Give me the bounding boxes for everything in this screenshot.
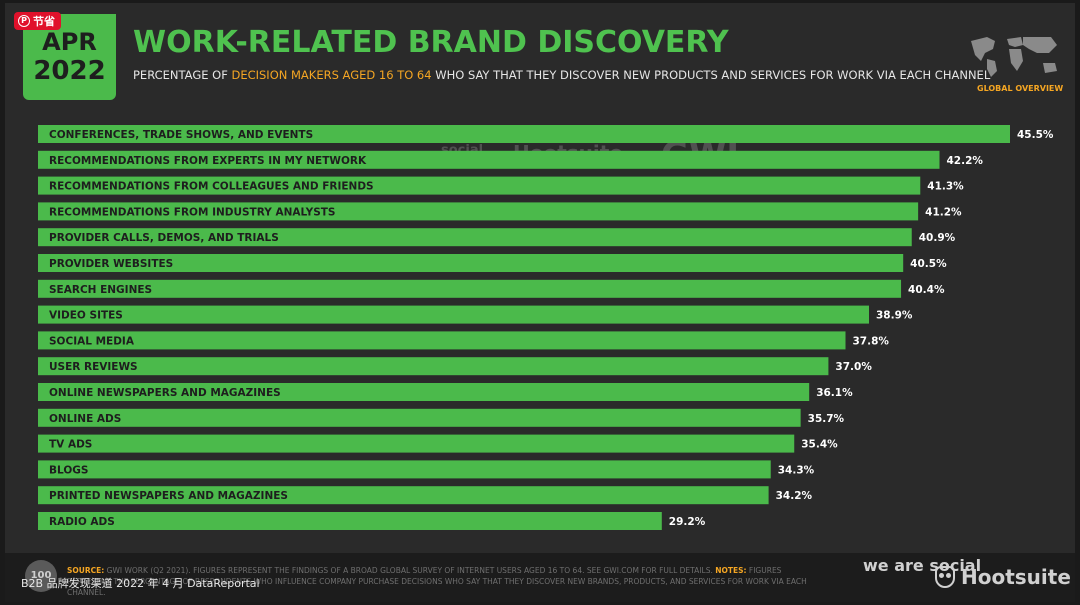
bar-row: SEARCH ENGINES 40.4% <box>38 279 945 298</box>
page-number: 100 <box>25 560 57 592</box>
hootsuite-logo-text: Hootsuite <box>961 565 1071 589</box>
bar-row: USER REVIEWS 37.0% <box>38 357 872 376</box>
subtitle-post: WHO SAY THAT THEY DISCOVER NEW PRODUCTS … <box>431 68 991 82</box>
bar-category-label: PROVIDER WEBSITES <box>49 258 173 270</box>
bar <box>38 279 902 298</box>
bar-value-label: 40.4% <box>908 284 945 296</box>
bar-row: VIDEO SITES 38.9% <box>38 305 913 324</box>
bar-category-label: RECOMMENDATIONS FROM COLLEAGUES AND FRIE… <box>49 181 374 193</box>
bar <box>38 150 940 169</box>
subtitle-highlight: DECISION MAKERS AGED 16 TO 64 <box>231 68 432 82</box>
owl-icon <box>935 566 955 588</box>
bar-category-label: ONLINE ADS <box>49 413 121 425</box>
bar <box>38 434 795 453</box>
bar <box>38 408 801 427</box>
badge-year: 2022 <box>33 56 106 86</box>
bar-value-label: 34.3% <box>778 464 815 476</box>
global-overview-label: GLOBAL OVERVIEW <box>977 84 1064 93</box>
notes-body: FIGURES REPRESENT THE PERCENTAGE OF RESP… <box>67 566 807 597</box>
bar-category-label: RADIO ADS <box>49 516 115 528</box>
bar-value-label: 45.5% <box>1017 129 1054 141</box>
bar-row: BLOGS 34.3% <box>38 460 815 479</box>
bar-row: TV ADS 35.4% <box>38 434 838 453</box>
bar-value-label: 40.9% <box>919 232 956 244</box>
bar-category-label: PROVIDER CALLS, DEMOS, AND TRIALS <box>49 232 279 244</box>
date-badge: APR 2022 <box>23 14 116 100</box>
bar <box>38 125 1010 143</box>
bar <box>38 331 846 350</box>
bar <box>38 512 662 530</box>
caption: B2B 品牌发现渠道 2022 年 4 月 DataReportal <box>21 577 260 590</box>
slide: APR 2022 WORK-RELATED BRAND DISCOVERY PE… <box>5 3 1075 602</box>
notes-key: NOTES: <box>715 566 747 575</box>
bar-value-label: 42.2% <box>947 155 984 167</box>
bar-row: PROVIDER CALLS, DEMOS, AND TRIALS 40.9% <box>38 228 956 247</box>
source-body: GWI WORK (Q2 2021). FIGURES REPRESENT TH… <box>104 566 716 575</box>
bar-value-label: 36.1% <box>816 387 853 399</box>
bar-category-label: SEARCH ENGINES <box>49 284 152 296</box>
subtitle: PERCENTAGE OF DECISION MAKERS AGED 16 TO… <box>133 68 990 82</box>
bar <box>38 176 921 195</box>
bar-value-label: 41.3% <box>927 181 964 193</box>
source-notes: SOURCE: GWI WORK (Q2 2021). FIGURES REPR… <box>67 565 827 598</box>
bar-value-label: 38.9% <box>876 310 913 322</box>
world-map-icon <box>971 37 1057 77</box>
bar-row: CONFERENCES, TRADE SHOWS, AND EVENTS 45.5… <box>38 125 1054 143</box>
bar-row: PROVIDER WEBSITES 40.5% <box>38 254 947 272</box>
bar-row: RECOMMENDATIONS FROM COLLEAGUES AND FRIE… <box>38 176 964 195</box>
bar-row: RECOMMENDATIONS FROM INDUSTRY ANALYSTS 41… <box>38 202 962 221</box>
bar-value-label: 41.2% <box>925 206 962 218</box>
bar <box>38 202 919 221</box>
bar-row: RECOMMENDATIONS FROM EXPERTS IN MY NETWO… <box>38 150 984 169</box>
bar <box>38 486 769 505</box>
bar <box>38 305 870 324</box>
bar-row: ONLINE ADS 35.7% <box>38 408 845 427</box>
bar-category-label: TV ADS <box>49 439 92 451</box>
bar <box>38 254 904 272</box>
bar-value-label: 34.2% <box>776 490 813 502</box>
footer: 100 SOURCE: GWI WORK (Q2 2021). FIGURES … <box>5 553 1075 602</box>
bar-category-label: VIDEO SITES <box>49 310 123 322</box>
bar-value-label: 40.5% <box>910 258 947 270</box>
bar-category-label: PRINTED NEWSPAPERS AND MAGAZINES <box>49 490 288 502</box>
page-title: WORK-RELATED BRAND DISCOVERY <box>133 25 729 60</box>
bar <box>38 228 912 247</box>
save-label: 节省 <box>33 15 55 28</box>
bar-category-label: BLOGS <box>49 464 88 476</box>
bar-category-label: USER REVIEWS <box>49 361 138 373</box>
pinterest-save-button[interactable]: P 节省 <box>14 12 61 30</box>
bar-category-label: SOCIAL MEDIA <box>49 335 135 347</box>
bar-row: ONLINE NEWSPAPERS AND MAGAZINES 36.1% <box>38 383 853 401</box>
bar-category-label: RECOMMENDATIONS FROM EXPERTS IN MY NETWO… <box>49 155 367 167</box>
bar-value-label: 35.4% <box>801 439 838 451</box>
bar-value-label: 37.8% <box>853 335 890 347</box>
bar-chart: CONFERENCES, TRADE SHOWS, AND EVENTS 45.5… <box>38 125 1054 530</box>
bar-value-label: 29.2% <box>669 516 706 528</box>
bar-row: PRINTED NEWSPAPERS AND MAGAZINES 34.2% <box>38 486 813 505</box>
bar-category-label: CONFERENCES, TRADE SHOWS, AND EVENTS <box>49 129 313 141</box>
badge-month: APR <box>42 28 97 56</box>
pinterest-icon: P <box>18 15 30 27</box>
bar-row: RADIO ADS 29.2% <box>38 512 706 530</box>
bar-value-label: 37.0% <box>835 361 872 373</box>
bar-category-label: ONLINE NEWSPAPERS AND MAGAZINES <box>49 387 281 399</box>
bar <box>38 460 771 479</box>
bar-row: SOCIAL MEDIA 37.8% <box>38 331 890 350</box>
subtitle-pre: PERCENTAGE OF <box>133 68 232 82</box>
source-key: SOURCE: <box>67 566 105 575</box>
bar-value-label: 35.7% <box>808 413 845 425</box>
bar-category-label: RECOMMENDATIONS FROM INDUSTRY ANALYSTS <box>49 206 335 218</box>
bar <box>38 383 810 401</box>
hootsuite-logo: Hootsuite <box>935 565 1071 589</box>
bar <box>38 357 829 376</box>
